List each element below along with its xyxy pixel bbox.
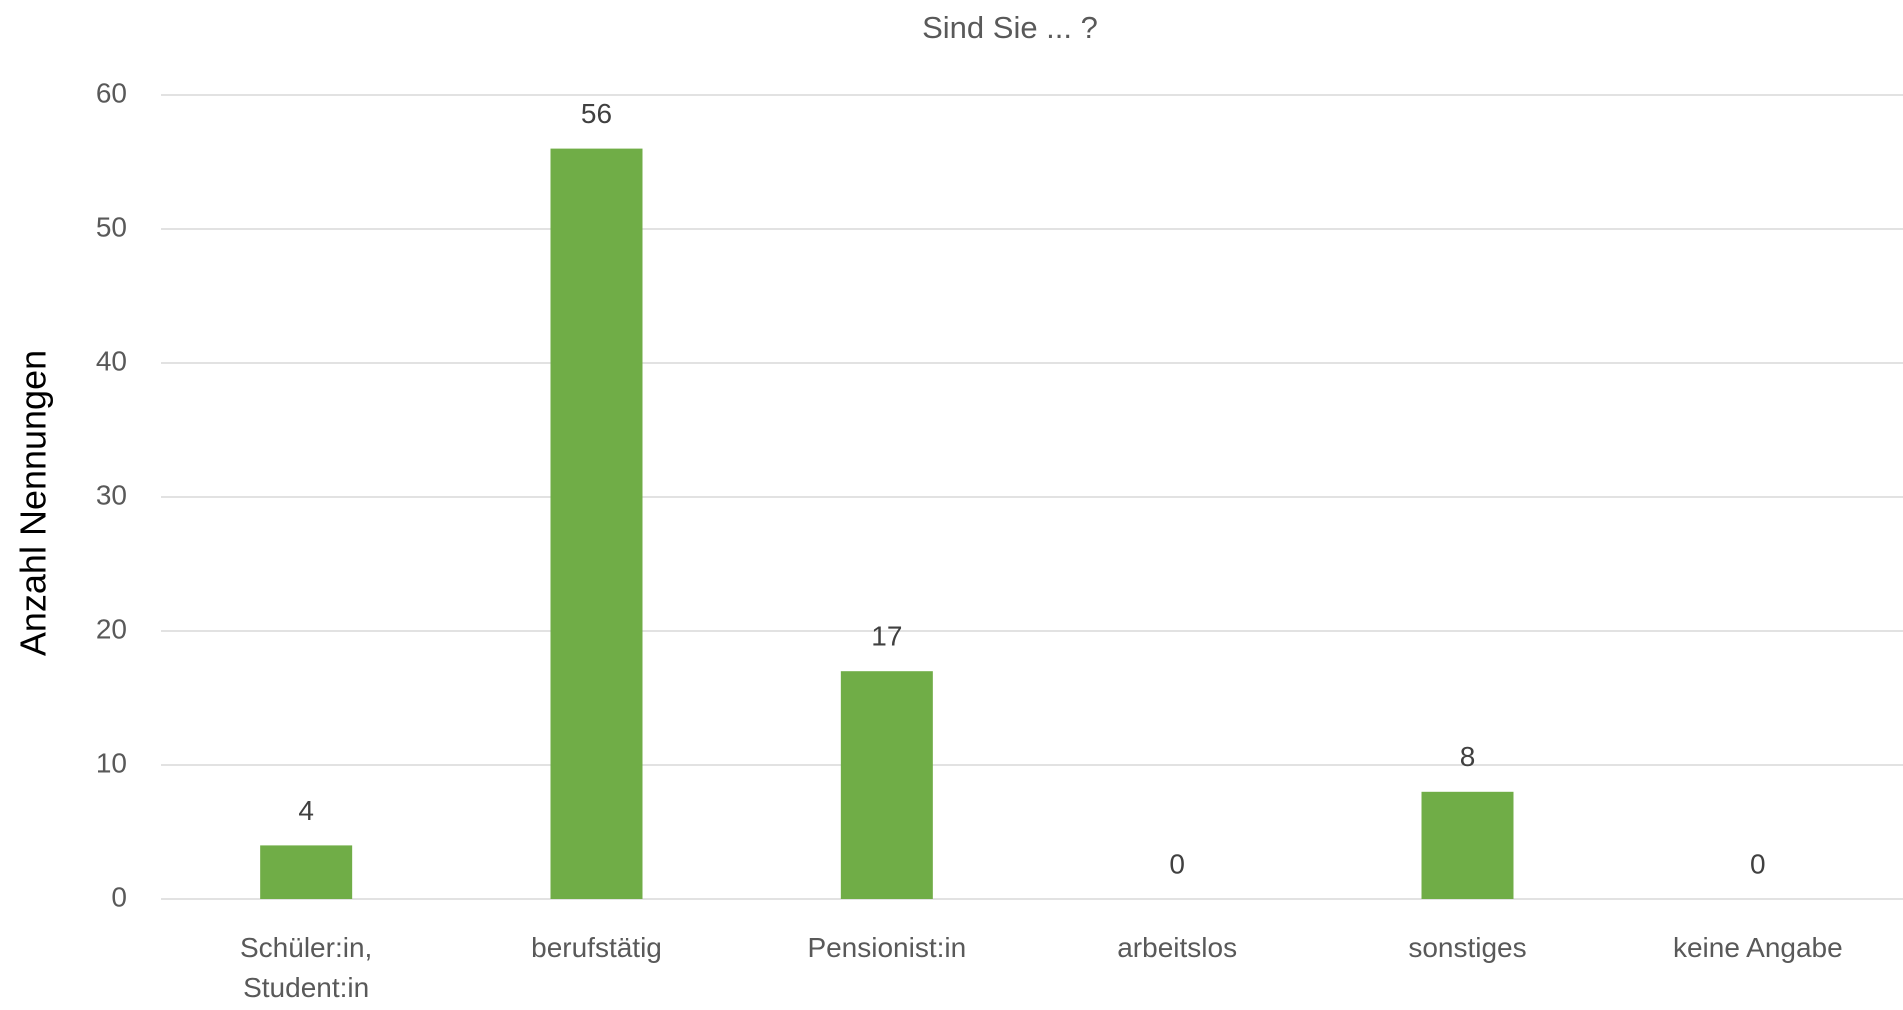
bar <box>260 845 353 899</box>
bar <box>840 671 933 899</box>
data-label: 17 <box>871 621 902 652</box>
y-tick-label: 60 <box>96 77 127 108</box>
y-tick-label: 0 <box>111 881 127 912</box>
data-label: 56 <box>581 98 612 129</box>
x-tick-label: Pensionist:in <box>807 932 967 963</box>
bar <box>1421 791 1514 899</box>
y-tick-label: 50 <box>96 211 127 242</box>
data-label: 4 <box>298 795 314 826</box>
x-tick-label: keine Angabe <box>1672 932 1843 963</box>
data-label: 8 <box>1460 741 1476 772</box>
bar <box>550 148 643 900</box>
chart-title: Sind Sie ... ? <box>922 10 1098 45</box>
x-tick-label: arbeitslos <box>1117 932 1238 963</box>
y-tick-label: 40 <box>96 345 127 376</box>
y-tick-label: 10 <box>96 747 127 778</box>
data-label: 0 <box>1169 848 1185 879</box>
x-tick-label: Schüler:in, Student:in <box>240 932 373 1003</box>
data-label: 0 <box>1750 848 1766 879</box>
x-tick-label: berufstätig <box>531 932 662 963</box>
y-axis-label: Anzahl Nennungen <box>13 350 54 656</box>
y-tick-label: 20 <box>96 613 127 644</box>
y-tick-label: 30 <box>96 479 127 510</box>
x-tick-label: sonstiges <box>1408 932 1527 963</box>
